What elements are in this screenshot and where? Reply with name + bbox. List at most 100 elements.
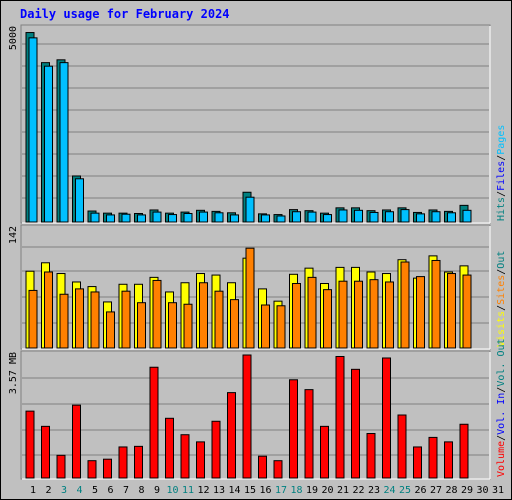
hits-legend-item: Hits: [496, 197, 507, 221]
sites-bar: Day 14 Sites: [230, 299, 239, 349]
volume-bar: Day 10 Volume: [165, 417, 174, 479]
x-tick-label: 31: [492, 485, 504, 496]
x-tick-label: 10: [166, 485, 178, 496]
volume-bar: Day 4 Volume: [72, 404, 81, 479]
pages-bar: Day 6 Pages: [106, 214, 115, 223]
x-tick-label: 27: [430, 485, 442, 496]
x-tick-label: 25: [399, 485, 411, 496]
pages-bar: Day 17 Pages: [276, 215, 286, 223]
x-tick-label: 28: [445, 485, 457, 496]
pages-bar: Day 15 Pages: [245, 196, 255, 223]
sites-bar: Day 6 Sites: [106, 311, 115, 349]
x-tick-label: 23: [368, 485, 380, 496]
pages-bar: Day 25 Pages: [400, 209, 410, 223]
x-tick-label: 11: [182, 485, 194, 496]
hits-ytick-label: 5000: [8, 26, 19, 50]
sites-bar: Day 22 Sites: [354, 280, 363, 349]
volume-bar: Day 8 Volume: [134, 445, 143, 479]
sites-bar: Day 28 Sites: [447, 273, 456, 349]
x-tick-label: 7: [123, 485, 129, 496]
x-tick-label: 17: [275, 485, 287, 496]
volume-bar: Day 9 Volume: [149, 366, 159, 479]
visits-legend: Visits/Sites/Out: [496, 251, 507, 347]
sites-bar: Day 4 Sites: [75, 288, 84, 349]
sites-bar: Day 24 Sites: [385, 281, 394, 349]
pages-bar: Day 5 Pages: [90, 212, 100, 223]
pages-bar: Day 18 Pages: [292, 211, 301, 223]
volume-legend-item: Vol. Out: [496, 338, 507, 386]
pages-bar: Day 7 Pages: [121, 213, 131, 223]
volume-bar: Day 16 Volume: [258, 455, 267, 479]
volume-bar: Day 12 Volume: [196, 441, 205, 479]
volume-bar: Day 7 Volume: [118, 446, 128, 479]
hits-legend: Hits/Files/Pages: [496, 125, 507, 221]
x-tick-label: 26: [414, 485, 426, 496]
volume-legend-item: Volume: [496, 441, 507, 477]
hits-legend-item: Files: [496, 161, 507, 191]
x-tick-label: 24: [383, 485, 395, 496]
sites-bar: Day 2 Sites: [44, 271, 53, 349]
x-tick-label: 21: [337, 485, 349, 496]
x-tick-label: 5: [92, 485, 98, 496]
pages-bar: Day 9 Pages: [152, 211, 162, 223]
x-tick-label: 12: [197, 485, 209, 496]
volume-bar: Day 19 Volume: [304, 389, 314, 479]
volume-bar: Day 22 Volume: [351, 368, 360, 479]
visits-ytick-label: 142: [8, 226, 19, 244]
volume-bar: Day 17 Volume: [273, 460, 283, 479]
volume-bar: Day 18 Volume: [289, 379, 298, 479]
sites-bar: Day 9 Sites: [152, 279, 162, 349]
sites-bar: Day 1 Sites: [28, 289, 38, 349]
sites-bar: Day 5 Sites: [90, 291, 100, 349]
sites-bar: Day 8 Sites: [137, 302, 146, 349]
x-tick-label: 4: [76, 485, 82, 496]
volume-legend-item: Vol. In: [496, 393, 507, 435]
sites-bar: Day 15 Sites: [245, 247, 255, 349]
x-tick-label: 14: [228, 485, 240, 496]
pages-bar: Day 24 Pages: [385, 211, 394, 223]
sites-bar: Day 25 Sites: [400, 261, 410, 349]
x-tick-label: 30: [476, 485, 488, 496]
volume-legend: Volume/Vol. In/Vol. Out: [496, 338, 507, 477]
pages-bar: Day 28 Pages: [447, 212, 456, 223]
pages-bar: Day 3 Pages: [59, 62, 69, 223]
chart-title: Daily usage for February 2024: [20, 7, 230, 21]
sites-bar: Day 20 Sites: [323, 289, 332, 349]
x-tick-label: 2: [45, 485, 51, 496]
x-tick-label: 22: [352, 485, 364, 496]
volume-bar: Day 20 Volume: [320, 425, 329, 479]
pages-bar: Day 10 Pages: [168, 214, 177, 223]
sites-bar: Day 13 Sites: [214, 290, 224, 349]
pages-bar: Day 12 Pages: [199, 211, 208, 223]
sites-bar: Day 7 Sites: [121, 290, 131, 349]
volume-bar: Day 5 Volume: [87, 460, 97, 479]
x-tick-label: 18: [290, 485, 302, 496]
pages-bar: Day 16 Pages: [261, 214, 270, 223]
pages-bar: Day 11 Pages: [183, 213, 193, 223]
volume-bar: Day 28 Volume: [444, 441, 453, 479]
sites-bar: Day 18 Sites: [292, 283, 301, 349]
x-tick-label: 13: [213, 485, 225, 496]
pages-bar: Day 26 Pages: [416, 213, 425, 223]
volume-bar: Day 27 Volume: [428, 436, 438, 479]
sites-bar: Day 21 Sites: [338, 280, 348, 349]
volume-ytick-label: 3.57 MB: [8, 352, 19, 394]
x-tick-label: 19: [306, 485, 318, 496]
volume-bar: Day 3 Volume: [56, 454, 66, 479]
pages-bar: Day 8 Pages: [137, 214, 146, 223]
volume-bar: Day 6 Volume: [103, 458, 112, 479]
pages-bar: Day 29 Pages: [462, 209, 472, 223]
pages-bar: Day 2 Pages: [44, 65, 53, 223]
sites-bar: Day 27 Sites: [431, 259, 441, 349]
visits-legend-item: Visits: [496, 311, 507, 347]
sites-bar: Day 23 Sites: [369, 279, 379, 349]
volume-bar: Day 15 Volume: [242, 354, 252, 479]
x-tick-label: 9: [154, 485, 160, 496]
sites-bar: Day 11 Sites: [183, 303, 193, 349]
pages-bar: Day 23 Pages: [369, 211, 379, 223]
x-tick-label: 8: [138, 485, 144, 496]
visits-legend-item: Sites: [496, 275, 507, 305]
volume-bar: Day 1 Volume: [25, 410, 35, 479]
